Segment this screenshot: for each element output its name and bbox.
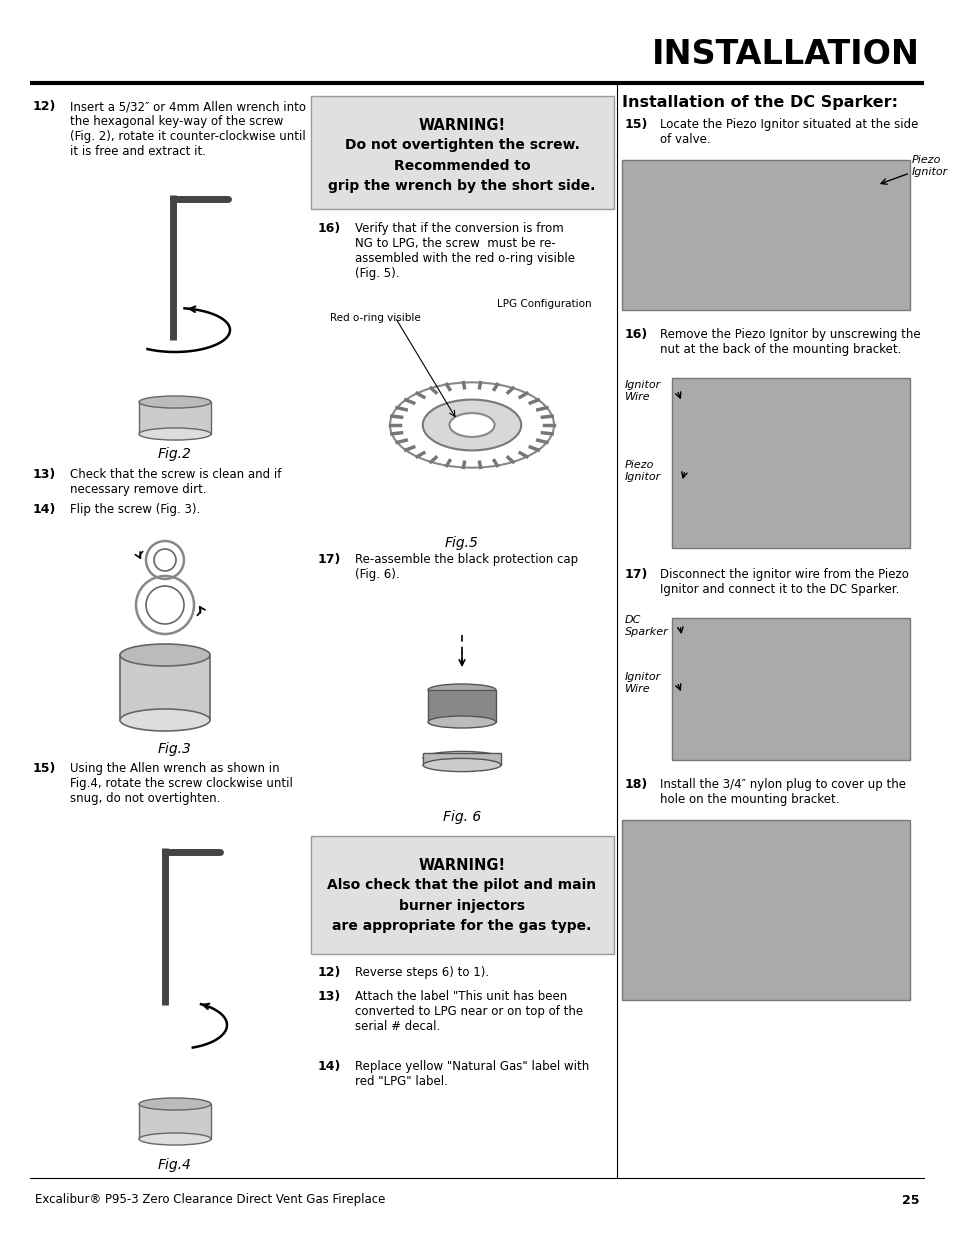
- Text: LPG Configuration: LPG Configuration: [497, 299, 591, 309]
- Ellipse shape: [120, 709, 210, 731]
- Text: Reverse steps 6) to 1).: Reverse steps 6) to 1).: [355, 966, 489, 979]
- Text: Re-assemble the black protection cap
(Fig. 6).: Re-assemble the black protection cap (Fi…: [355, 553, 578, 580]
- Text: Install the 3/4″ nylon plug to cover up the
hole on the mounting bracket.: Install the 3/4″ nylon plug to cover up …: [659, 778, 905, 806]
- Text: WARNING!: WARNING!: [418, 858, 505, 873]
- Ellipse shape: [422, 751, 500, 764]
- Ellipse shape: [139, 1132, 211, 1145]
- Ellipse shape: [428, 684, 496, 697]
- Text: WARNING!: WARNING!: [418, 119, 505, 133]
- Text: Excalibur® P95-3 Zero Clearance Direct Vent Gas Fireplace: Excalibur® P95-3 Zero Clearance Direct V…: [35, 1193, 385, 1207]
- Text: 16): 16): [624, 329, 648, 341]
- Text: Check that the screw is clean and if
necessary remove dirt.: Check that the screw is clean and if nec…: [70, 468, 281, 496]
- FancyBboxPatch shape: [120, 655, 210, 720]
- Ellipse shape: [422, 400, 520, 451]
- Text: 16): 16): [317, 222, 341, 235]
- Text: 17): 17): [317, 553, 341, 566]
- Text: Remove the Piezo Ignitor by unscrewing the
nut at the back of the mounting brack: Remove the Piezo Ignitor by unscrewing t…: [659, 329, 920, 356]
- Text: 18): 18): [624, 778, 648, 790]
- Text: Installation of the DC Sparker:: Installation of the DC Sparker:: [621, 95, 897, 110]
- FancyBboxPatch shape: [422, 753, 500, 764]
- Text: Attach the label "This unit has been
converted to LPG near or on top of the
seri: Attach the label "This unit has been con…: [355, 990, 582, 1032]
- Text: Ignitor
Wire: Ignitor Wire: [624, 380, 660, 401]
- FancyBboxPatch shape: [139, 403, 211, 433]
- FancyBboxPatch shape: [139, 1104, 211, 1139]
- FancyBboxPatch shape: [621, 820, 909, 1000]
- Ellipse shape: [139, 1098, 211, 1110]
- Text: Verify that if the conversion is from
NG to LPG, the screw  must be re-
assemble: Verify that if the conversion is from NG…: [355, 222, 575, 280]
- Ellipse shape: [422, 758, 500, 772]
- Text: Piezo
Ignitor: Piezo Ignitor: [624, 459, 660, 482]
- FancyBboxPatch shape: [428, 690, 496, 722]
- Text: Fig.4: Fig.4: [158, 1158, 192, 1172]
- Text: Also check that the pilot and main
burner injectors
are appropriate for the gas : Also check that the pilot and main burne…: [327, 878, 596, 934]
- Text: Fig. 6: Fig. 6: [442, 810, 480, 824]
- FancyBboxPatch shape: [621, 161, 909, 310]
- Text: Insert a 5/32″ or 4mm Allen wrench into
the hexagonal key-way of the screw
(Fig.: Insert a 5/32″ or 4mm Allen wrench into …: [70, 100, 306, 158]
- Ellipse shape: [139, 429, 211, 440]
- Text: 13): 13): [33, 468, 56, 480]
- Text: 15): 15): [33, 762, 56, 776]
- Text: Fig.2: Fig.2: [158, 447, 192, 461]
- Text: 14): 14): [317, 1060, 341, 1073]
- Text: Flip the screw (Fig. 3).: Flip the screw (Fig. 3).: [70, 503, 200, 516]
- Text: Fig.5: Fig.5: [445, 536, 478, 550]
- Text: 17): 17): [624, 568, 648, 580]
- Text: Ignitor
Wire: Ignitor Wire: [624, 672, 660, 694]
- Text: Fig.3: Fig.3: [158, 742, 192, 756]
- Ellipse shape: [139, 396, 211, 408]
- Text: Do not overtighten the screw.
Recommended to
grip the wrench by the short side.: Do not overtighten the screw. Recommende…: [328, 138, 595, 193]
- Text: Red o-ring visible: Red o-ring visible: [330, 312, 420, 324]
- Ellipse shape: [428, 716, 496, 727]
- Text: DC
Sparker: DC Sparker: [624, 615, 668, 636]
- Text: Replace yellow "Natural Gas" label with
red "LPG" label.: Replace yellow "Natural Gas" label with …: [355, 1060, 589, 1088]
- Ellipse shape: [449, 414, 494, 437]
- FancyBboxPatch shape: [311, 836, 614, 953]
- Text: 15): 15): [624, 119, 648, 131]
- Text: Using the Allen wrench as shown in
Fig.4, rotate the screw clockwise until
snug,: Using the Allen wrench as shown in Fig.4…: [70, 762, 293, 805]
- FancyBboxPatch shape: [671, 378, 909, 548]
- Text: INSTALLATION: INSTALLATION: [651, 38, 919, 72]
- Ellipse shape: [120, 643, 210, 666]
- Text: 12): 12): [317, 966, 341, 979]
- Text: 13): 13): [317, 990, 341, 1003]
- Text: Locate the Piezo Ignitor situated at the side
of valve.: Locate the Piezo Ignitor situated at the…: [659, 119, 918, 146]
- Text: Piezo
Ignitor: Piezo Ignitor: [911, 156, 947, 177]
- Text: 25: 25: [902, 1193, 919, 1207]
- FancyBboxPatch shape: [311, 96, 614, 209]
- Text: 12): 12): [33, 100, 56, 112]
- Text: Disconnect the ignitor wire from the Piezo
Ignitor and connect it to the DC Spar: Disconnect the ignitor wire from the Pie…: [659, 568, 908, 597]
- FancyBboxPatch shape: [671, 618, 909, 760]
- Text: 14): 14): [33, 503, 56, 516]
